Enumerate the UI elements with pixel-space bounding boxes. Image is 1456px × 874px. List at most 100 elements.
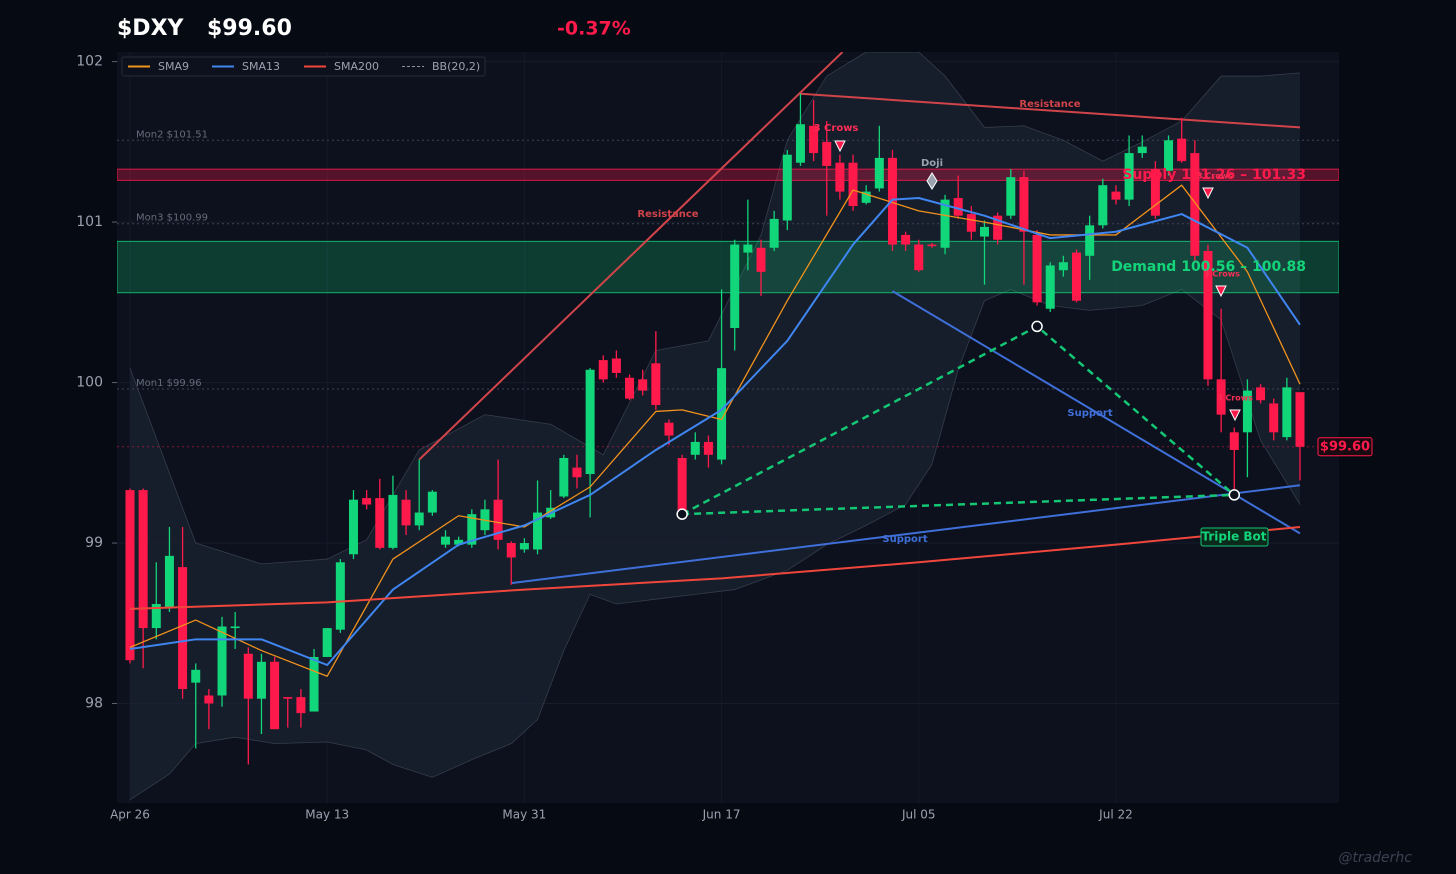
- candle-body: [1058, 262, 1068, 271]
- pivot-point: [1228, 489, 1241, 501]
- candle-body: [1282, 387, 1292, 438]
- candle-body: [822, 141, 832, 166]
- candle-body: [414, 512, 424, 526]
- annotation: 3 Crows: [814, 123, 859, 134]
- ticker: $DXY: [117, 16, 185, 41]
- pattern-marker: [834, 140, 846, 153]
- candle-body: [730, 244, 740, 329]
- candle-body: [125, 490, 135, 661]
- candle-body: [164, 555, 174, 608]
- candle-body: [1019, 177, 1029, 232]
- candle-body: [1006, 177, 1016, 216]
- change: -0.37%: [557, 18, 631, 40]
- annotation: 3 Crows: [1204, 270, 1240, 279]
- trendline: [682, 493, 1235, 516]
- candle-body: [690, 441, 700, 455]
- candle-body: [467, 514, 477, 545]
- legend-box: [121, 56, 486, 77]
- candle-body: [874, 157, 884, 189]
- candle-body: [848, 162, 858, 207]
- candle-body: [335, 562, 345, 630]
- level-label: Mon3 $100.99: [136, 213, 208, 224]
- candle-body: [348, 499, 358, 555]
- trendline: [800, 92, 1301, 129]
- candle-body: [559, 457, 569, 497]
- candle-body: [401, 499, 411, 526]
- candle-body: [901, 234, 911, 245]
- plot-layer: Mon2 $101.51 Mon3 $100.99 Mon1 $99.96: [117, 52, 1339, 803]
- annotation: Support: [1067, 408, 1112, 419]
- candle-body: [519, 543, 529, 550]
- candle-body: [427, 491, 437, 513]
- legend-label: SMA13: [242, 60, 280, 73]
- candle-body: [243, 653, 253, 699]
- candle-body: [717, 368, 727, 460]
- candle-body: [441, 536, 451, 545]
- pattern-marker: [1215, 285, 1227, 298]
- zone-label: Supply 101.26 – 101.33: [1122, 167, 1306, 183]
- annotation: Resistance: [637, 209, 698, 220]
- candle-body: [611, 358, 621, 373]
- candle-body: [782, 154, 792, 221]
- price: $99.60: [207, 16, 292, 41]
- x-tick-label: Jun 17: [702, 808, 741, 822]
- x-tick-label: May 13: [305, 808, 349, 822]
- candle-body: [1085, 225, 1095, 256]
- y-tick-label: 100: [76, 375, 103, 391]
- x-tick-label: Jul 05: [901, 808, 936, 822]
- doji-marker: [926, 172, 938, 190]
- candle-body: [993, 215, 1003, 240]
- candle-body: [585, 369, 595, 475]
- candle-body: [230, 626, 240, 629]
- y-tick-label: 99: [85, 535, 103, 551]
- last-price-box: [1317, 437, 1373, 457]
- candle-body: [1111, 191, 1121, 200]
- last-price-label: $99.60: [1320, 439, 1370, 454]
- zone: [117, 240, 1339, 294]
- candle-body: [1256, 387, 1266, 401]
- candle-body: [309, 656, 319, 712]
- candle-body: [533, 512, 543, 550]
- candle-body: [1072, 252, 1082, 301]
- candle-body: [703, 441, 713, 455]
- candle-body: [664, 422, 674, 436]
- trendline: [418, 52, 844, 461]
- candle-body: [953, 198, 963, 216]
- zone: [117, 168, 1339, 181]
- legend-label: BB(20,2): [432, 60, 480, 73]
- candle-body: [1269, 403, 1279, 433]
- candle-body: [572, 467, 582, 478]
- candle-body: [809, 125, 819, 154]
- candle-body: [283, 697, 293, 699]
- annotation: Support: [882, 534, 927, 545]
- y-tick-label: 102: [76, 54, 103, 70]
- candle-body: [677, 457, 687, 515]
- level-label: Mon1 $99.96: [136, 378, 202, 389]
- candle-body: [151, 604, 161, 629]
- x-tick-label: Apr 26: [110, 808, 150, 822]
- candle-body: [388, 494, 398, 548]
- candle-body: [1242, 390, 1252, 433]
- moving-average: [129, 525, 1301, 610]
- candle-body: [940, 199, 950, 248]
- candle-body: [1124, 153, 1134, 200]
- candle-body: [178, 567, 188, 690]
- candle-body: [1190, 153, 1200, 256]
- candle-body: [1150, 169, 1160, 216]
- candle-body: [454, 539, 464, 545]
- candle-body: [651, 363, 661, 406]
- candle-body: [256, 661, 266, 699]
- bollinger-lower: [129, 289, 1301, 801]
- candle-body: [217, 626, 227, 696]
- x-tick-label: Jul 22: [1098, 808, 1133, 822]
- pattern-marker: [1229, 409, 1241, 422]
- pattern-box: [1200, 527, 1269, 547]
- candle-body: [493, 499, 503, 540]
- moving-average: [129, 184, 1301, 677]
- candle-body: [1229, 432, 1239, 450]
- candle-body: [191, 669, 201, 683]
- y-tick-label: 101: [76, 214, 103, 230]
- candle-body: [1045, 265, 1055, 309]
- x-tick-label: May 31: [502, 808, 546, 822]
